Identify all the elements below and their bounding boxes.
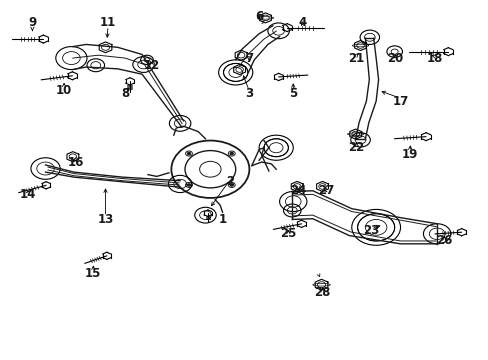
- Text: 26: 26: [435, 234, 452, 247]
- Text: 12: 12: [143, 59, 160, 72]
- Text: 6: 6: [254, 10, 263, 23]
- Circle shape: [187, 152, 190, 154]
- Text: 28: 28: [314, 287, 330, 300]
- Text: 14: 14: [20, 188, 36, 201]
- Text: 7: 7: [245, 51, 253, 64]
- Text: 11: 11: [100, 17, 116, 30]
- Text: 9: 9: [28, 17, 37, 30]
- Text: 23: 23: [363, 224, 379, 237]
- Text: 4: 4: [298, 17, 306, 30]
- Text: 1: 1: [218, 213, 226, 226]
- Circle shape: [230, 152, 233, 154]
- Text: 17: 17: [391, 95, 408, 108]
- Text: 2: 2: [225, 175, 233, 188]
- Text: 10: 10: [56, 84, 72, 97]
- Text: 5: 5: [288, 87, 297, 100]
- Text: 15: 15: [85, 267, 102, 280]
- Text: 19: 19: [401, 148, 418, 161]
- Text: 25: 25: [280, 227, 296, 240]
- Text: 22: 22: [348, 141, 364, 154]
- Text: 24: 24: [289, 184, 305, 197]
- Circle shape: [230, 184, 233, 186]
- Text: 8: 8: [121, 87, 129, 100]
- Circle shape: [187, 184, 190, 186]
- Text: 3: 3: [245, 87, 253, 100]
- Text: 18: 18: [426, 51, 442, 64]
- Text: 13: 13: [97, 213, 113, 226]
- Text: 21: 21: [348, 51, 364, 64]
- Text: 27: 27: [318, 184, 334, 197]
- Text: 16: 16: [68, 156, 84, 168]
- Text: 20: 20: [387, 51, 403, 64]
